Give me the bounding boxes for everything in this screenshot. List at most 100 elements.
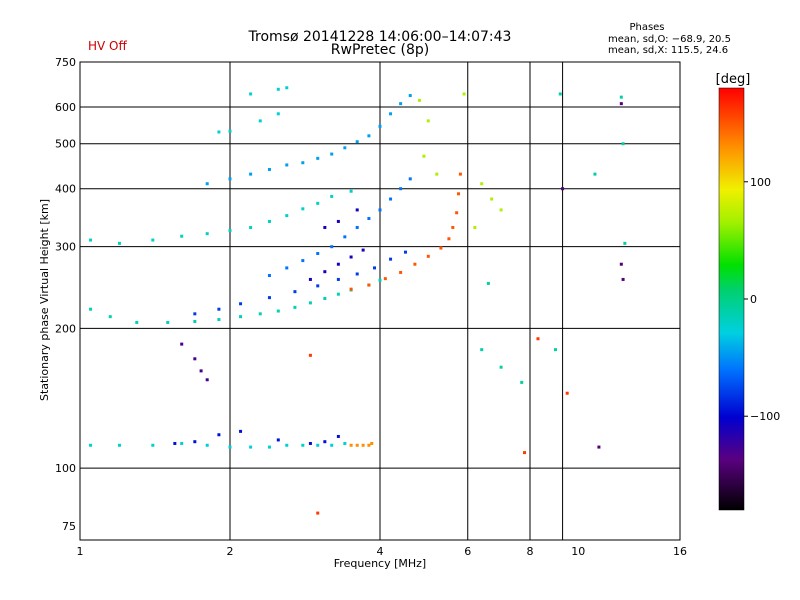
data-point [330, 194, 334, 198]
colorbar-ticks: 100 0 −100 [744, 176, 780, 423]
data-point [361, 443, 365, 447]
stats-line-o: mean, sd,O: −68.9, 20.5 [608, 34, 731, 45]
data-point [249, 92, 253, 96]
data-point [330, 152, 334, 156]
data-point [403, 250, 407, 254]
data-point [378, 124, 382, 128]
data-point [336, 292, 340, 296]
stats-heading: Phases [629, 22, 664, 33]
data-point [435, 172, 439, 176]
data-point [619, 95, 623, 99]
data-point [389, 257, 393, 261]
data-point [193, 312, 197, 316]
data-point [597, 445, 601, 449]
data-point [217, 307, 221, 311]
data-point [293, 305, 297, 309]
data-point [166, 320, 170, 324]
data-point [426, 254, 430, 258]
data-point [276, 87, 280, 91]
data-point [553, 348, 557, 352]
data-point [349, 443, 353, 447]
data-point [558, 92, 562, 96]
x-axis-label: Frequency [MHz] [334, 557, 426, 570]
x-tick-label: 16 [673, 545, 687, 558]
data-points [89, 86, 627, 515]
data-point [378, 278, 382, 282]
data-point [458, 172, 462, 176]
data-point [336, 262, 340, 266]
data-point [267, 274, 271, 278]
data-point [180, 342, 184, 346]
data-point [267, 219, 271, 223]
plot-frame [79, 61, 681, 541]
data-point [389, 112, 393, 116]
data-point [228, 177, 232, 181]
data-point [447, 237, 451, 241]
data-point [355, 140, 359, 144]
colorbar-tick-label: 0 [750, 293, 757, 306]
data-point [239, 302, 243, 306]
data-point [480, 348, 484, 352]
data-point [193, 357, 197, 361]
x-tick-label: 1 [77, 545, 84, 558]
data-point [523, 451, 527, 455]
data-point [267, 445, 271, 449]
data-point [330, 443, 334, 447]
data-point [117, 443, 121, 447]
data-point [619, 102, 623, 106]
data-point [316, 284, 320, 288]
data-point [336, 219, 340, 223]
data-point [367, 217, 371, 221]
data-point [316, 252, 320, 256]
chart-subtitle: RwPretec (8p) [331, 42, 429, 58]
data-point [520, 380, 524, 384]
data-point [343, 235, 347, 239]
data-point [301, 161, 305, 165]
x-tick-labels: 1 2 4 6 8 10 16 [77, 545, 688, 558]
data-point [355, 443, 359, 447]
data-point [455, 211, 459, 215]
data-point [316, 511, 320, 515]
data-point [249, 172, 253, 176]
data-point [285, 266, 289, 270]
data-point [151, 238, 155, 242]
data-point [370, 441, 374, 445]
data-point [480, 182, 484, 186]
data-point [426, 119, 430, 123]
y-tick-label: 500 [55, 138, 76, 151]
data-point [89, 307, 93, 311]
colorbar-unit: [deg] [716, 72, 751, 87]
data-point [619, 262, 623, 266]
colorbar [718, 87, 745, 511]
data-point [258, 119, 262, 123]
data-point [173, 441, 177, 445]
data-point [193, 440, 197, 444]
data-point [267, 296, 271, 300]
data-point [249, 445, 253, 449]
data-point [316, 443, 320, 447]
data-point [408, 94, 412, 98]
y-tick-label: 200 [55, 322, 76, 335]
data-point [336, 434, 340, 438]
data-point [349, 287, 353, 291]
data-point [308, 301, 312, 305]
data-point [389, 197, 393, 201]
colorbar-tick-label: −100 [750, 410, 780, 423]
data-point [399, 187, 403, 191]
data-point [621, 277, 625, 281]
data-point [408, 177, 412, 181]
data-point [349, 255, 353, 259]
data-point [205, 232, 209, 236]
data-point [108, 315, 112, 319]
data-point [276, 309, 280, 313]
y-tick-label: 600 [55, 101, 76, 114]
data-point [180, 234, 184, 238]
data-point [499, 365, 503, 369]
data-point [205, 443, 209, 447]
data-point [239, 315, 243, 319]
data-point [355, 272, 359, 276]
data-point [217, 318, 221, 322]
data-point [308, 441, 312, 445]
data-point [217, 130, 221, 134]
